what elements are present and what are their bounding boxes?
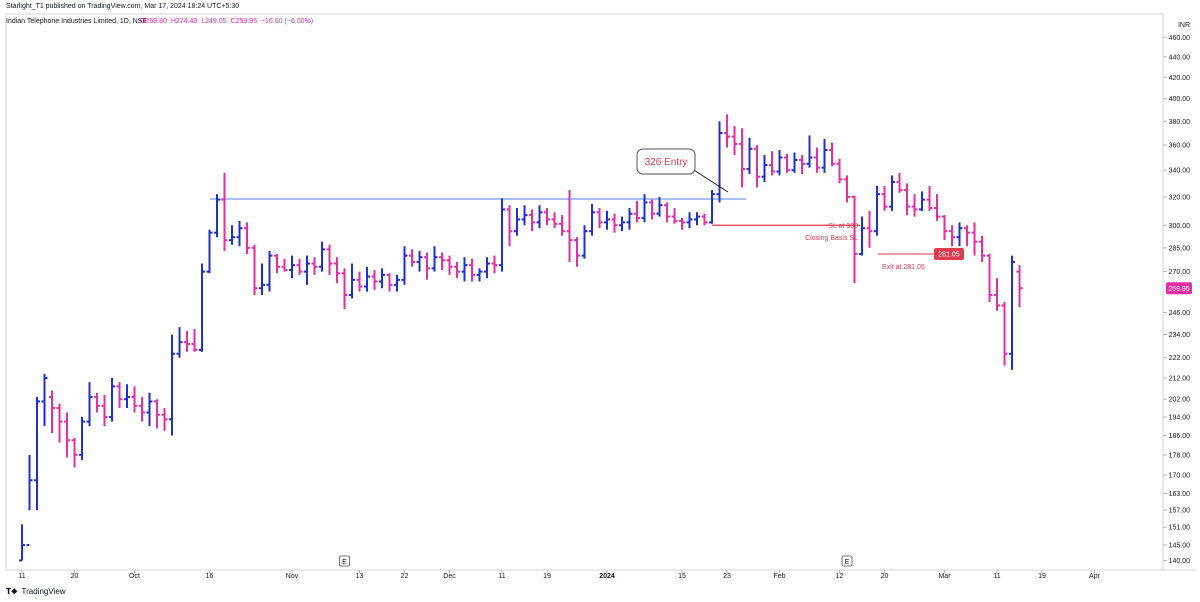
x-tick-label: 2024 (599, 573, 615, 580)
x-tick-label: Nov (286, 573, 299, 580)
y-tick-label: 140.00 (1169, 558, 1191, 565)
x-tick-label: 20 (71, 573, 79, 580)
y-tick-label: 380.00 (1169, 119, 1191, 126)
y-tick-label: 420.00 (1169, 75, 1191, 82)
last-price-badge (1166, 282, 1192, 295)
y-tick-label: 320.00 (1169, 194, 1191, 201)
x-tick-label: 19 (543, 573, 551, 580)
ohlc-legend: O269.80 H274.40 L249.05 C259.95 −16.60 (… (140, 18, 315, 25)
x-tick-label: 16 (206, 573, 214, 580)
x-tick-label: 23 (723, 573, 731, 580)
high-value: H274.40 (170, 18, 198, 25)
x-tick-label: Oct (129, 573, 140, 580)
y-tick-label: 285.00 (1169, 245, 1191, 252)
y-tick-label: 186.00 (1169, 433, 1191, 440)
y-tick-label: 170.00 (1169, 473, 1191, 480)
x-tick-label: 22 (401, 573, 409, 580)
y-tick-label: 400.00 (1169, 96, 1191, 103)
y-tick-label: 163.00 (1169, 491, 1191, 498)
entry-callout-label: 326 Entry (645, 157, 688, 168)
y-tick-label: 270.00 (1169, 269, 1191, 276)
footer: 𝐓◆ TradingView (6, 587, 66, 597)
y-tick-label: 460.00 (1169, 35, 1191, 42)
currency-label: INR (1178, 22, 1190, 29)
stop-loss-label: SL at 300 (828, 223, 858, 230)
stop-loss-sublabel: Closing Basis SL (805, 235, 858, 242)
y-tick-label: 212.00 (1169, 375, 1191, 382)
tradingview-logo-icon[interactable]: 𝐓◆ (6, 587, 18, 596)
x-tick-label: Apr (1089, 573, 1101, 580)
x-tick-label: 11 (18, 573, 25, 580)
x-tick-label: 19 (1038, 573, 1046, 580)
exit-price-badge (934, 247, 964, 260)
earnings-marker (339, 555, 350, 567)
y-tick-label: 300.00 (1169, 223, 1191, 230)
x-tick-label: 20 (881, 573, 889, 580)
y-tick-label: 360.00 (1169, 143, 1191, 150)
y-tick-label: 178.00 (1169, 452, 1191, 459)
y-tick-label: 340.00 (1169, 168, 1191, 175)
last-price-label: 259.95 (1168, 286, 1190, 293)
y-tick-label: 157.00 (1169, 508, 1191, 515)
change-value: −16.60 (−6.00%) (260, 18, 314, 25)
x-tick-label: 13 (356, 573, 364, 580)
symbol-title[interactable]: Indian Telephone Industries Limited, 1D,… (6, 18, 148, 25)
x-tick-label: 15 (678, 573, 686, 580)
y-tick-label: 234.00 (1169, 332, 1191, 339)
footer-brand[interactable]: TradingView (21, 587, 66, 596)
open-value: O269.80 (140, 18, 167, 25)
x-tick-label: 12 (836, 573, 844, 580)
exit-price-badge-label: 281.05 (938, 251, 960, 258)
earnings-marker-label: E (342, 559, 347, 566)
y-tick-label: 202.00 (1169, 397, 1191, 404)
exit-label: Exit at 281.05 (882, 264, 925, 271)
close-value: C259.95 (230, 18, 257, 25)
low-value: L249.05 (201, 18, 227, 25)
y-tick-label: 246.00 (1169, 310, 1191, 317)
x-tick-label: 11 (498, 573, 505, 580)
x-tick-label: Dec (443, 573, 456, 580)
y-tick-label: 222.00 (1169, 355, 1191, 362)
y-tick-label: 145.00 (1169, 543, 1191, 550)
earnings-marker (841, 555, 853, 567)
x-tick-label: Mar (938, 573, 951, 580)
x-tick-label: 11 (993, 573, 1000, 580)
publish-info: Starlight_T1 published on TradingView.co… (6, 3, 240, 10)
earnings-marker-label: E (845, 559, 850, 566)
y-tick-label: 440.00 (1169, 54, 1191, 61)
y-tick-label: 194.00 (1169, 414, 1191, 421)
y-tick-label: 151.00 (1169, 525, 1191, 532)
entry-callout-box (636, 148, 696, 175)
x-tick-label: Feb (773, 573, 785, 580)
